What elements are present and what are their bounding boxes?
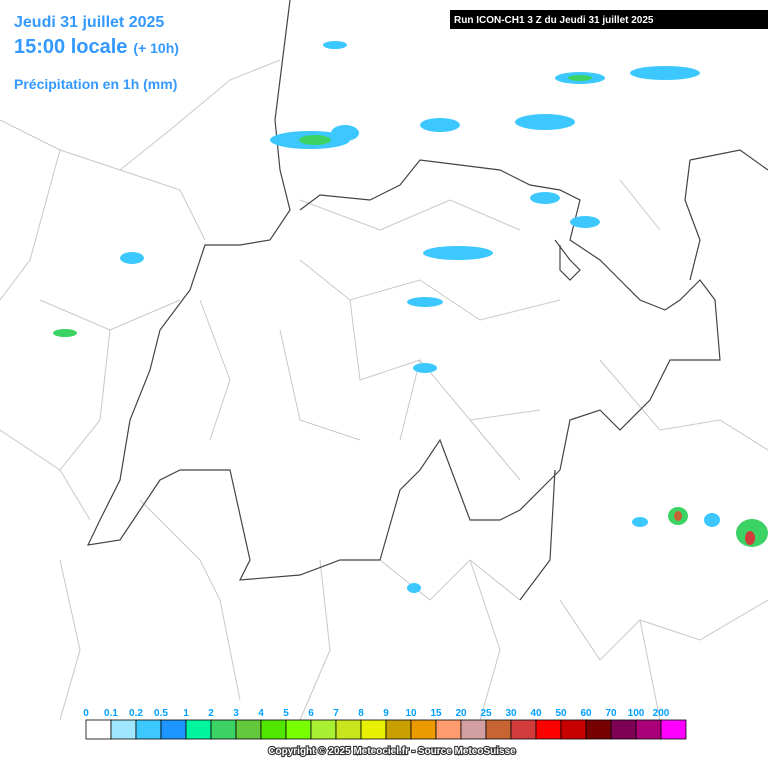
precip-area — [745, 531, 755, 545]
legend-label: 8 — [358, 708, 364, 719]
precip-area — [570, 216, 600, 228]
legend-swatch — [535, 719, 562, 740]
legend-swatch — [460, 719, 487, 740]
legend-label: 3 — [233, 708, 239, 719]
legend-swatch — [560, 719, 587, 740]
legend-swatch — [585, 719, 612, 740]
run-label-box — [450, 10, 768, 29]
precip-area — [632, 517, 648, 527]
precip-area — [420, 118, 460, 132]
precip-area — [704, 513, 720, 527]
legend-swatch — [435, 719, 462, 740]
time-title: 15:00 locale (+ 10h) — [14, 36, 179, 58]
precip-area — [530, 192, 560, 204]
legend-swatch — [135, 719, 162, 740]
precip-area — [407, 297, 443, 307]
legend-swatch — [485, 719, 512, 740]
legend-label: 50 — [555, 708, 567, 719]
parameter-title: Précipitation en 1h (mm) — [14, 76, 177, 92]
legend-swatch — [160, 719, 187, 740]
legend-swatch — [410, 719, 437, 740]
precip-area — [413, 363, 437, 373]
precip-area — [630, 66, 700, 80]
legend-swatch — [660, 719, 687, 740]
legend-swatch — [360, 719, 387, 740]
date-title: Jeudi 31 juillet 2025 — [14, 14, 164, 31]
regions — [0, 0, 768, 721]
legend-label: 4 — [258, 708, 264, 719]
precipitation-areas — [53, 41, 768, 593]
precip-area — [331, 125, 359, 141]
legend-swatch — [610, 719, 637, 740]
legend-label: 0.1 — [104, 708, 118, 719]
precip-area — [299, 135, 331, 145]
precip-area — [407, 583, 421, 593]
legend: 0 0.1 0.2 0.5 1 2 3 4 5 6 7 8 9 10 15 20 25 30 40 50 60 70 100… — [83, 708, 687, 740]
legend-label: 9 — [383, 708, 389, 719]
legend-swatch — [110, 719, 137, 740]
legend-swatch — [210, 719, 237, 740]
precip-area — [323, 41, 347, 49]
precip-area — [674, 511, 682, 521]
legend-label: 60 — [580, 708, 592, 719]
precip-area — [515, 114, 575, 130]
precip-area — [423, 246, 493, 260]
legend-label: 0.2 — [129, 708, 143, 719]
legend-label: 25 — [480, 708, 492, 719]
legend-label: 2 — [208, 708, 214, 719]
precip-area — [568, 75, 592, 81]
run-label: Run ICON-CH1 3 Z du Jeudi 31 juillet 202… — [454, 15, 654, 26]
legend-label: 6 — [308, 708, 314, 719]
legend-swatch — [85, 719, 112, 740]
legend-swatch — [510, 719, 537, 740]
copyright: Copyright © 2025 Meteociel.fr - Source M… — [268, 746, 516, 757]
legend-swatch — [310, 719, 337, 740]
legend-swatch — [235, 719, 262, 740]
precip-area — [120, 252, 144, 264]
country-borders — [86, 0, 768, 601]
legend-label: 200 — [653, 708, 670, 719]
legend-label: 20 — [455, 708, 467, 719]
legend-label: 0 — [83, 708, 89, 719]
lead-time: (+ 10h) — [133, 40, 179, 56]
legend-label: 15 — [430, 708, 442, 719]
legend-swatch — [285, 719, 312, 740]
legend-swatch — [635, 719, 662, 740]
legend-label: 10 — [405, 708, 417, 719]
legend-label: 100 — [628, 708, 645, 719]
legend-swatch — [335, 719, 362, 740]
legend-label: 5 — [283, 708, 289, 719]
legend-label: 30 — [505, 708, 517, 719]
legend-swatch — [385, 719, 412, 740]
legend-label: 70 — [605, 708, 617, 719]
precip-area — [53, 329, 77, 337]
legend-swatch — [260, 719, 287, 740]
legend-label: 40 — [530, 708, 542, 719]
legend-label: 1 — [183, 708, 189, 719]
region-lines — [0, 59, 768, 721]
local-time: 15:00 locale — [14, 36, 127, 58]
legend-swatch — [185, 719, 212, 740]
legend-label: 0.5 — [154, 708, 168, 719]
legend-label: 7 — [333, 708, 339, 719]
